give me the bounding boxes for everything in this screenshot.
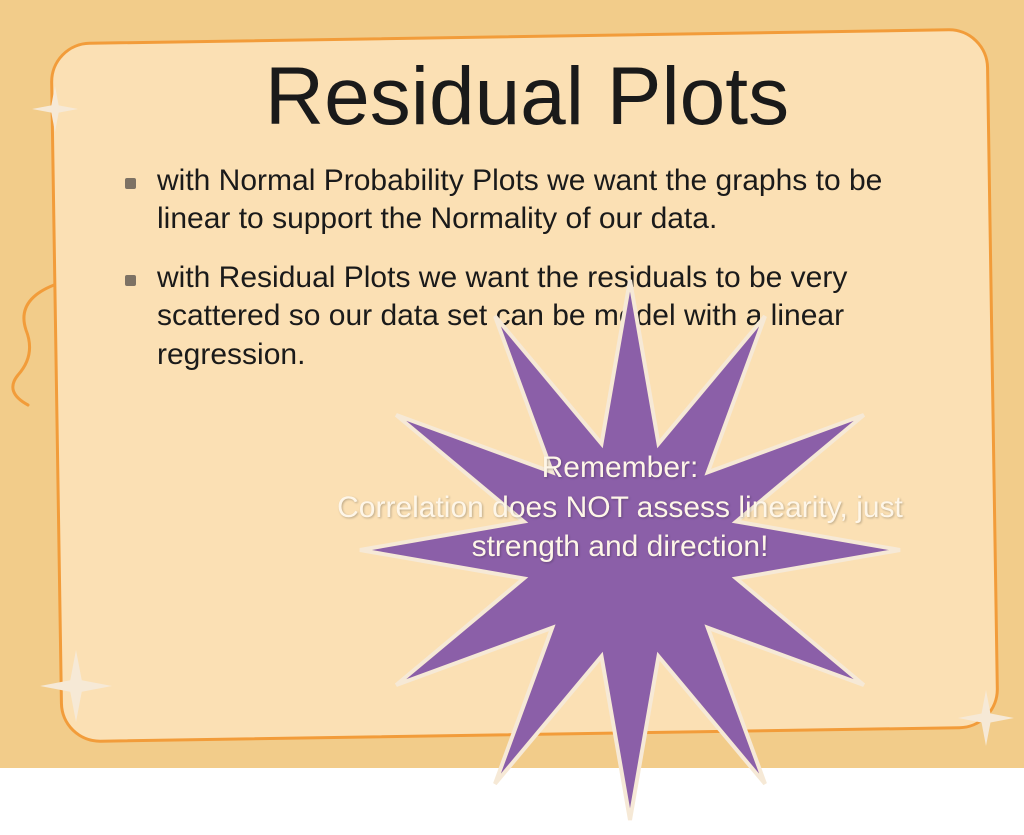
bullet-item: with Residual Plots we want the residual… <box>125 259 964 374</box>
callout-text: Remember: Correlation does NOT assess li… <box>220 448 1020 567</box>
bullet-item: with Normal Probability Plots we want th… <box>125 162 964 239</box>
content-area: Residual Plots with Normal Probability P… <box>0 0 1024 768</box>
callout-line: strength and direction! <box>472 530 769 563</box>
slide-title: Residual Plots <box>90 50 964 144</box>
bullet-list: with Normal Probability Plots we want th… <box>90 162 964 374</box>
callout-line: Remember: <box>542 451 699 484</box>
callout-line: Correlation does NOT assess linearity, j… <box>337 491 903 524</box>
